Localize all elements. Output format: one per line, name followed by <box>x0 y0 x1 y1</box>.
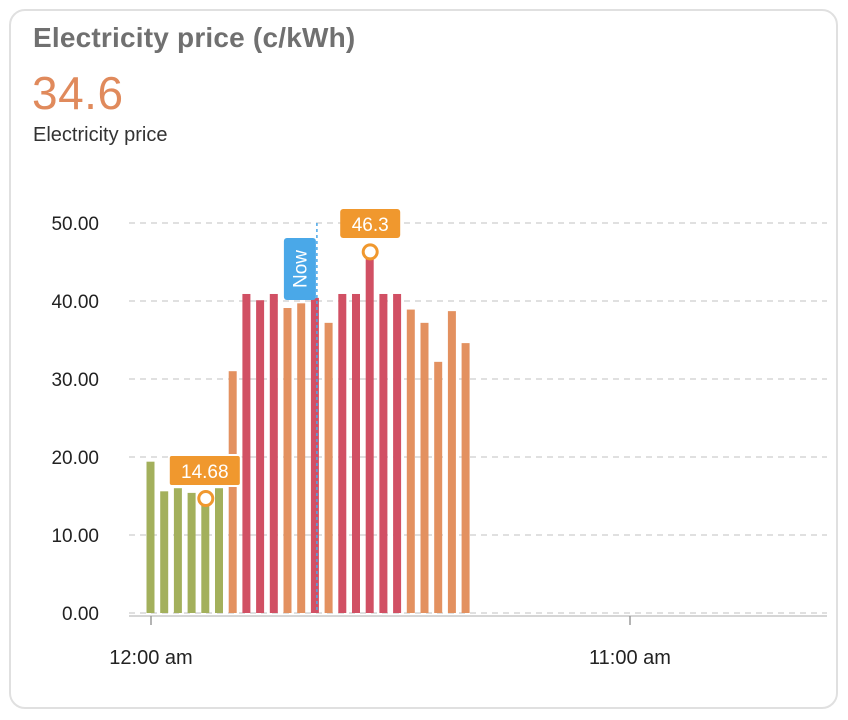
price-bar[interactable] <box>242 293 251 613</box>
x-tick-label: 12:00 am <box>109 647 192 669</box>
price-bar[interactable] <box>297 303 306 613</box>
y-tick-label: 50.00 <box>51 214 99 235</box>
price-bar[interactable] <box>160 491 169 613</box>
max-value-label: 46.3 <box>352 215 389 236</box>
current-price-value: 34.6 <box>32 67 124 119</box>
price-bar[interactable] <box>365 251 374 614</box>
price-bar[interactable] <box>173 488 182 613</box>
max-value-badge <box>340 209 401 238</box>
max-point-marker <box>361 243 379 261</box>
card-title: Electricity price (c/kWh) <box>33 22 356 53</box>
current-price-label: Electricity price <box>33 124 168 146</box>
price-bar[interactable] <box>379 293 388 613</box>
y-tick-label: 20.00 <box>51 448 99 469</box>
x-tick-label: 11:00 am <box>589 647 671 669</box>
price-bar[interactable] <box>269 293 278 613</box>
price-bar[interactable] <box>310 297 319 613</box>
y-tick-label: 0.00 <box>62 604 99 625</box>
price-bar[interactable] <box>256 300 265 613</box>
min-value-badge <box>167 454 242 487</box>
price-bar[interactable] <box>434 361 443 613</box>
min-point-marker <box>197 489 215 507</box>
price-bar[interactable] <box>406 309 415 613</box>
price-bar[interactable] <box>420 322 429 613</box>
now-label: Now <box>290 250 311 288</box>
price-bar[interactable] <box>228 371 237 613</box>
price-bar[interactable] <box>352 293 360 613</box>
y-tick-label: 10.00 <box>51 526 99 547</box>
price-bar[interactable] <box>393 293 402 613</box>
price-bar[interactable] <box>201 498 210 613</box>
price-bar[interactable] <box>283 308 292 613</box>
y-tick-label: 40.00 <box>51 292 99 313</box>
price-bar[interactable] <box>187 492 196 613</box>
min-value-label: 14.68 <box>181 462 229 483</box>
price-bar[interactable] <box>461 343 470 613</box>
y-tick-label: 30.00 <box>51 370 99 391</box>
now-badge <box>283 238 316 300</box>
price-bar[interactable] <box>447 311 456 613</box>
price-bar[interactable] <box>146 461 155 613</box>
price-bar[interactable] <box>338 293 347 613</box>
price-bar[interactable] <box>215 488 223 613</box>
price-bar[interactable] <box>324 322 333 613</box>
